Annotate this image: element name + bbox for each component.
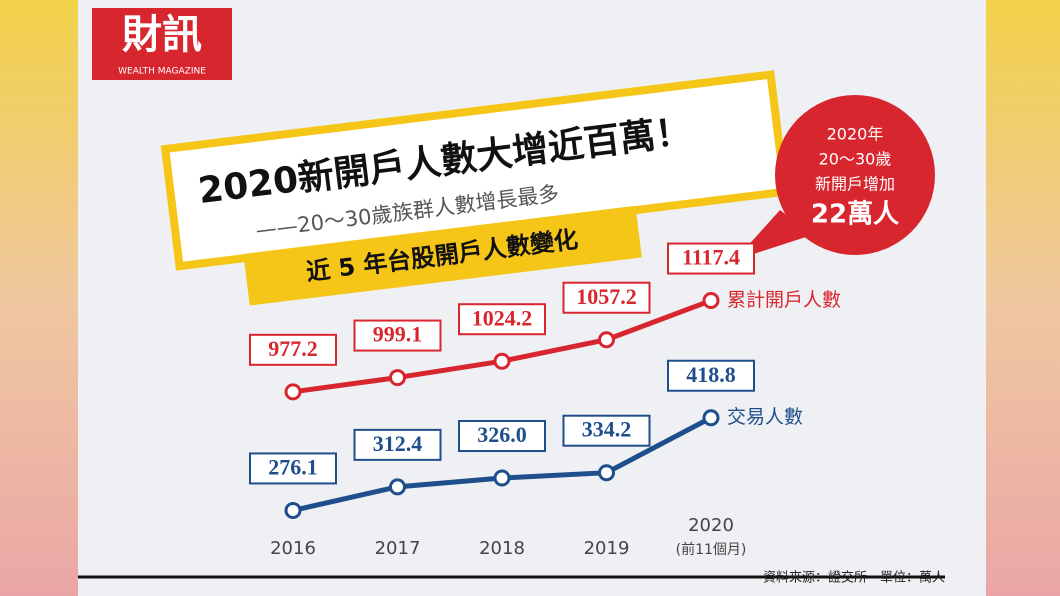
x-tick-label: 2016	[270, 538, 316, 559]
x-tick-label: 2019	[584, 538, 630, 559]
point	[598, 464, 615, 482]
point	[598, 331, 615, 349]
value-label-box	[353, 428, 442, 461]
callout-highlight: 22萬人	[811, 200, 899, 230]
point	[702, 292, 720, 310]
point	[493, 352, 511, 370]
callout-line: 20～30歲	[819, 150, 892, 169]
series-label: 累計開戶人數	[727, 289, 841, 311]
value-label: 418.8	[686, 362, 736, 387]
value-label-box	[249, 452, 337, 485]
x-tick-label: 2018	[479, 538, 525, 559]
value-label: 999.1	[373, 322, 423, 347]
x-tick-note: (前11個月)	[676, 541, 747, 558]
logo-tagline: WEALTH MAGAZINE	[118, 67, 206, 77]
value-label: 334.2	[582, 417, 632, 442]
point	[284, 501, 302, 519]
value-label-box	[458, 303, 546, 336]
value-label: 326.0	[477, 422, 527, 447]
value-label: 312.4	[373, 431, 423, 456]
point	[389, 478, 406, 496]
value-label-box	[458, 420, 546, 453]
value-label: 1117.4	[682, 245, 740, 270]
value-label: 1024.2	[472, 305, 533, 330]
logo-name: 財訊	[122, 11, 202, 58]
point	[702, 409, 720, 427]
value-label: 1057.2	[576, 284, 637, 309]
value-label-box	[249, 333, 337, 366]
logo: 財訊 WEALTH MAGAZINE	[92, 8, 232, 80]
value-label-box	[562, 414, 651, 447]
callout-line: 2020年	[827, 125, 884, 144]
value-label: 977.2	[268, 336, 318, 361]
point	[389, 369, 406, 387]
value-label-box	[667, 242, 755, 275]
value-label-box	[562, 281, 651, 314]
logo-box	[92, 8, 232, 80]
x-tick-label: 2017	[375, 538, 421, 559]
point	[284, 383, 302, 401]
value-label-box	[667, 359, 755, 392]
callout-line: 新開戶增加	[815, 175, 895, 194]
x-tick-label: 2020	[688, 515, 734, 536]
value-label-box	[353, 319, 442, 352]
point	[493, 469, 511, 487]
callout-bubble	[775, 95, 935, 255]
panel	[78, 0, 986, 596]
title-box	[243, 205, 642, 306]
source-note: 資料來源：證交所 單位：萬人	[763, 570, 945, 586]
value-label: 276.1	[268, 454, 318, 479]
callout: 2020年 20～30歲 新開戶增加 22萬人	[735, 95, 935, 260]
series-label: 交易人數	[727, 406, 803, 428]
